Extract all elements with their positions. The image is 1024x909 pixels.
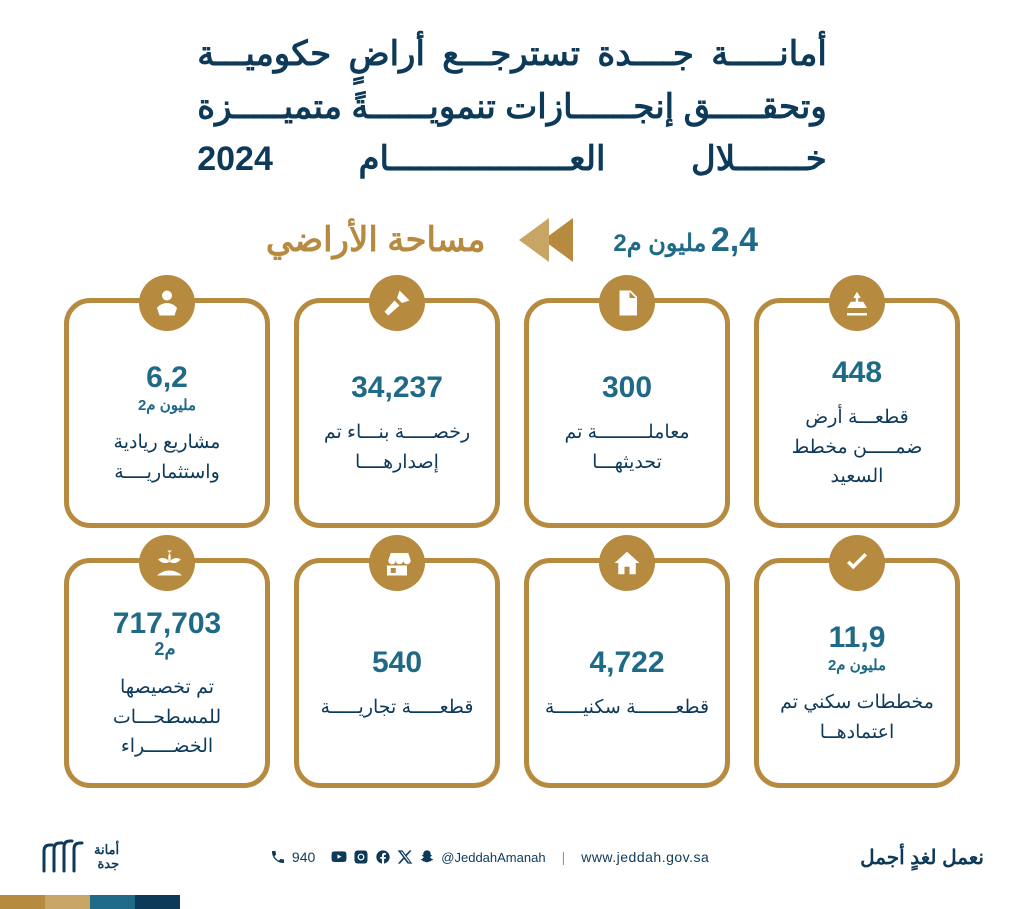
footer-url: www.jeddah.gov.sa: [581, 849, 709, 865]
phone-icon: [270, 849, 286, 865]
stat-card: 448 قطعـــة أرض ضمـــــن مخطط السعيد: [754, 298, 960, 528]
key-figure-row: 2,4 مليون م2 مساحة الأراضي: [60, 218, 964, 262]
stat-number: 540: [372, 646, 422, 679]
stat-card: 4,722 قطعـــــــة سكنيـــــة: [524, 558, 730, 788]
footer-social: @JeddahAmanah: [331, 849, 545, 865]
shop-icon: [369, 535, 425, 591]
money-icon: [139, 275, 195, 331]
stat-number: 448: [832, 356, 882, 389]
document-icon: [599, 275, 655, 331]
corner-stripes: [0, 895, 180, 909]
footer-separator: |: [562, 849, 566, 865]
stat-card: 300 معاملـــــــــة تم تحديثهـــا: [524, 298, 730, 528]
stat-number: 300: [602, 371, 652, 404]
stat-number: 6,2: [146, 361, 188, 394]
footer-center: www.jeddah.gov.sa | @JeddahAmanah 940: [270, 849, 709, 865]
trowel-icon: [369, 275, 425, 331]
x-icon: [397, 849, 413, 865]
plant-icon: [139, 535, 195, 591]
stat-card: 6,2 مليون م2 مشاريع ريادية واستثماريــــة: [64, 298, 270, 528]
stat-label: قطعـــــة تجاريـــــة: [321, 693, 474, 722]
facebook-icon: [375, 849, 391, 865]
stat-label: معاملـــــــــة تم تحديثهـــا: [542, 418, 712, 477]
house-icon: [599, 535, 655, 591]
footer-logo-text: أمانة جدة: [94, 843, 119, 872]
stat-unit-inline: م2: [154, 640, 175, 660]
check-icon: [829, 535, 885, 591]
footer-slogan: نعمل لغدٍ أجمل: [860, 845, 984, 870]
jeddah-logo-icon: [40, 837, 86, 877]
stat-label: تم تخصيصها للمسطحـــات الخضـــــراء: [82, 673, 252, 761]
footer-handle: @JeddahAmanah: [441, 850, 545, 865]
stat-unit: مليون م2: [828, 656, 886, 674]
stat-number: 34,237: [351, 371, 443, 404]
headline: أمانـــــة جــــدة تسترجـــع أراضٍ حكومي…: [197, 28, 827, 186]
footer-phone-number: 940: [292, 849, 315, 865]
headline-line1: أمانـــــة جــــدة تسترجـــع أراضٍ حكومي…: [197, 28, 827, 81]
footer-logo: أمانة جدة: [40, 837, 119, 877]
stat-number: 4,722: [589, 646, 664, 679]
land-icon: [829, 275, 885, 331]
youtube-icon: [331, 849, 347, 865]
headline-line3: خـــــــلال العــــــــــــــــــام 2024: [197, 133, 827, 186]
footer-phone: 940: [270, 849, 315, 865]
key-number: 2,4: [711, 221, 758, 259]
instagram-icon: [353, 849, 369, 865]
headline-line2: وتحقـــــق إنجــــــازات تنمويــــــةً م…: [197, 81, 827, 134]
stat-card: 11,9 مليون م2 مخططات سكني تم اعتمادهــا: [754, 558, 960, 788]
stat-label: مخططات سكني تم اعتمادهــا: [772, 688, 942, 747]
stat-number: 717,703: [113, 607, 221, 640]
stat-label: قطعـــة أرض ضمـــــن مخطط السعيد: [772, 403, 942, 491]
key-label: مساحة الأراضي: [266, 220, 486, 260]
stat-label: رخصـــــة بنـــاء تم إصدارهــــا: [312, 418, 482, 477]
stat-number: 11,9: [829, 621, 886, 654]
key-arrows-icon: [525, 218, 573, 262]
stat-label: قطعـــــــة سكنيـــــة: [545, 693, 709, 722]
snapchat-icon: [419, 849, 435, 865]
key-unit: مليون م2: [613, 230, 706, 257]
stat-label: مشاريع ريادية واستثماريــــة: [82, 428, 252, 487]
stat-card: 34,237 رخصـــــة بنـــاء تم إصدارهــــا: [294, 298, 500, 528]
stat-unit: مليون م2: [138, 396, 196, 414]
stat-card: 717,703م2 تم تخصيصها للمسطحـــات الخضــــ…: [64, 558, 270, 788]
stats-grid: 448 قطعـــة أرض ضمـــــن مخطط السعيد 300 مع…: [60, 290, 964, 788]
key-number-wrap: 2,4 مليون م2: [613, 221, 758, 260]
stat-card: 540 قطعـــــة تجاريـــــة: [294, 558, 500, 788]
